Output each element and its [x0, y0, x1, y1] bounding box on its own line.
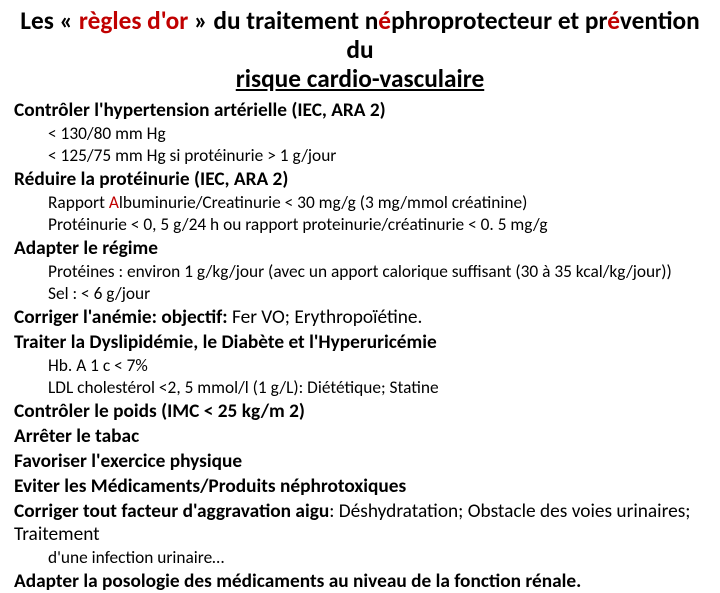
title-part5: phroprotecteur et pr: [391, 5, 607, 36]
sub-item: Protéinurie < 0, 5 g/24 h ou rapport pro…: [48, 213, 710, 235]
heading-regime: Adapter le régime: [14, 237, 710, 260]
title-part6: é: [607, 5, 620, 36]
heading-pre: Corriger tout facteur d'aggravation aigu: [14, 500, 329, 523]
sub-post: lbuminurie/Creatinurie < 30 mg/g (3 mg/m…: [119, 191, 528, 213]
slide: Les « règles d'or » du traitement néphro…: [0, 0, 720, 540]
sub-item: d'une infection urinaire…: [48, 546, 710, 568]
sub-pre: Protéinurie < 0, 5 g/24 h ou rapport pro…: [48, 213, 548, 235]
content: Contrôler l'hypertension artérielle (IEC…: [10, 99, 710, 593]
sub-item: Sel : < 6 g/jour: [48, 282, 710, 304]
title-part4: é: [378, 5, 391, 36]
heading-posologie: Adapter la posologie des médicaments au …: [14, 570, 710, 593]
title-part1: Les «: [20, 5, 73, 36]
title-part2: règles d'or: [73, 5, 194, 36]
heading-post: Fer VO; Erythropoïétine.: [228, 306, 423, 329]
sub-item: LDL cholestérol <2, 5 mmol/l (1 g/L): Di…: [48, 376, 710, 398]
slide-title: Les « règles d'or » du traitement néphro…: [10, 6, 710, 93]
heading-poids: Contrôler le poids (IMC < 25 kg/m 2): [14, 400, 710, 423]
sub-item: Protéines : environ 1 g/kg/jour (avec un…: [48, 260, 710, 282]
sub-item: < 125/75 mm Hg si protéinurie > 1 g/jour: [48, 144, 710, 166]
heading-aggravation: Corriger tout facteur d'aggravation aigu…: [14, 500, 710, 546]
sub-item: < 130/80 mm Hg: [48, 122, 710, 144]
heading-pre: Corriger l'anémie: objectif:: [14, 306, 228, 329]
heading-anemie: Corriger l'anémie: objectif: Fer VO; Ery…: [14, 306, 710, 329]
sub-item: Rapport Albuminurie/Creatinurie < 30 mg/…: [48, 191, 710, 213]
heading-dyslipidemie: Traiter la Dyslipidémie, le Diabète et l…: [14, 331, 710, 354]
sub-item: Hb. A 1 c < 7%: [48, 354, 710, 376]
heading-hypertension: Contrôler l'hypertension artérielle (IEC…: [14, 99, 710, 122]
heading-tabac: Arrêter le tabac: [14, 425, 710, 448]
heading-nephrotoxiques: Eviter les Médicaments/Produits néphroto…: [14, 475, 710, 498]
heading-exercice: Favoriser l'exercice physique: [14, 450, 710, 473]
heading-proteinurie: Réduire la protéinurie (IEC, ARA 2): [14, 168, 710, 191]
title-part3: » du traitement n: [194, 5, 378, 36]
title-line2: risque cardio-vasculaire: [236, 63, 484, 94]
sub-pre: Rapport: [48, 191, 109, 213]
sub-accent: A: [109, 191, 119, 213]
